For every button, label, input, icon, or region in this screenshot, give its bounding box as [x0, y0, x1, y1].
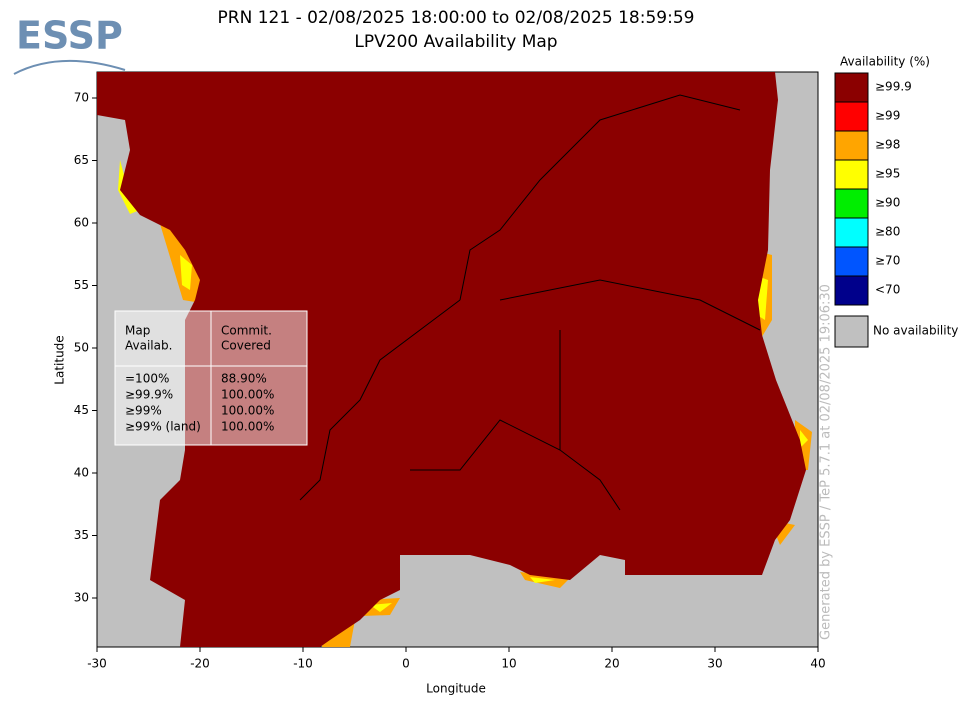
legend-swatch	[834, 130, 869, 161]
y-tick-label: 45	[74, 403, 89, 417]
table-cell: 100.00%	[221, 388, 274, 402]
logo-text: ESSP	[16, 14, 123, 58]
table-cell: ≥99.9%	[125, 388, 173, 402]
legend-title: Availability (%)	[840, 55, 930, 69]
y-tick-label: 55	[74, 278, 89, 292]
table-cell: =100%	[125, 372, 169, 386]
y-tick-label: 50	[74, 341, 89, 355]
legend-label: ≥80	[875, 225, 900, 239]
legend-label: ≥90	[875, 196, 900, 210]
legend-label: ≥70	[875, 254, 900, 268]
y-tick-label: 40	[74, 466, 89, 480]
table-header: Covered	[221, 339, 271, 353]
footer: Generated by ESSP / TeP 5.7.1 at 02/08/2…	[819, 284, 834, 640]
map-area	[96, 71, 819, 648]
legend-swatch	[834, 275, 869, 306]
legend-label: ≥95	[875, 167, 900, 181]
x-axis-label: Longitude	[426, 682, 486, 696]
table-header: Map	[125, 324, 150, 338]
x-tick-label: 0	[402, 657, 410, 671]
y-tick-label: 70	[74, 91, 89, 105]
x-tick-label: 10	[501, 657, 516, 671]
x-tick-label: -10	[293, 657, 313, 671]
x-tick-label: 40	[810, 657, 825, 671]
legend-swatch	[834, 101, 869, 132]
table-cell: ≥99% (land)	[125, 420, 201, 434]
title-line: LPV200 Availability Map	[354, 32, 557, 52]
legend-label: ≥99	[875, 109, 900, 123]
y-tick-label: 30	[74, 591, 89, 605]
legend-label: No availability	[873, 324, 958, 338]
legend-swatch	[834, 72, 869, 103]
legend-swatch	[834, 315, 869, 348]
legend-label: ≥99.9	[875, 80, 912, 94]
coastline	[299, 94, 761, 511]
title-line: PRN 121 - 02/08/2025 18:00:00 to 02/08/2…	[218, 8, 695, 28]
x-tick-label: -20	[190, 657, 210, 671]
table-header: Commit.	[221, 324, 272, 338]
x-tick-label: 20	[604, 657, 619, 671]
y-axis-label: Latitude	[53, 335, 67, 384]
x-tick-label: 30	[707, 657, 722, 671]
y-tick-label: 60	[74, 216, 89, 230]
logo-arc	[13, 59, 126, 75]
legend-swatch	[834, 217, 869, 248]
y-tick-label: 65	[74, 153, 89, 167]
logo: ESSP	[13, 14, 126, 75]
coverage-main	[97, 72, 806, 647]
table-header: Availab.	[125, 339, 172, 353]
table-cell: 88.90%	[221, 372, 267, 386]
legend-label: <70	[875, 283, 900, 297]
y-tick-label: 35	[74, 528, 89, 542]
x-tick-label: -30	[87, 657, 107, 671]
legend-label: ≥98	[875, 138, 900, 152]
legend-swatch	[834, 188, 869, 219]
table-cell: ≥99%	[125, 404, 162, 418]
table-cell: 100.00%	[221, 420, 274, 434]
legend-swatch	[834, 246, 869, 277]
table-cell: 100.00%	[221, 404, 274, 418]
legend-swatch	[834, 159, 869, 190]
